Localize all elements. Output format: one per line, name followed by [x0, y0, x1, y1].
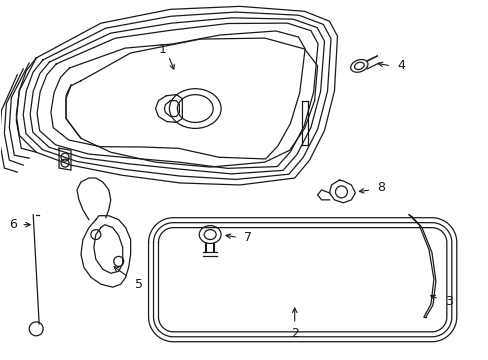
Text: 3: 3 — [444, 294, 452, 307]
Text: 1: 1 — [158, 42, 166, 55]
Text: 5: 5 — [134, 278, 142, 291]
Text: 8: 8 — [376, 181, 385, 194]
Text: 2: 2 — [290, 327, 298, 340]
Text: 4: 4 — [396, 59, 404, 72]
Text: 7: 7 — [244, 231, 251, 244]
Text: 6: 6 — [9, 218, 17, 231]
